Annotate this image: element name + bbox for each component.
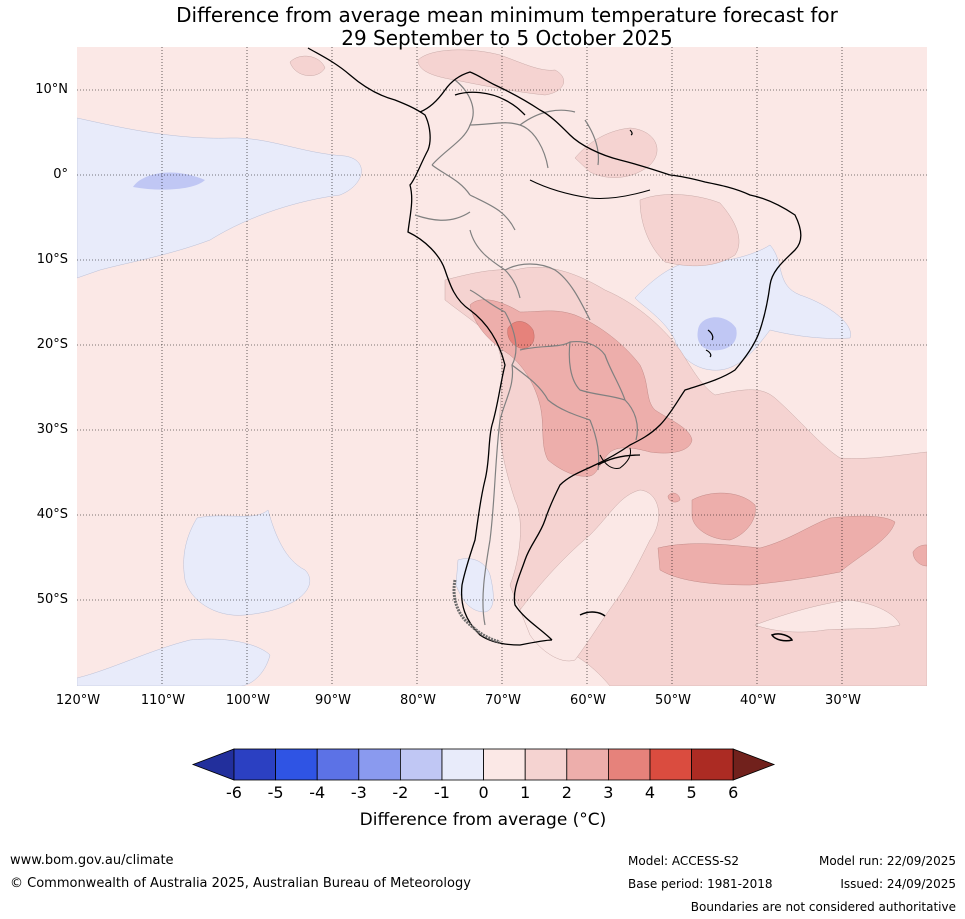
colorbar-swatch [691,748,734,781]
colorbar-min-extension [191,748,235,781]
warm-anomaly-east-edge [912,544,927,567]
colorbar-tick-label: 6 [728,783,739,802]
longitude-label: 110°W [140,693,186,708]
colorbar-tick-label: -5 [267,783,284,802]
country-borders [414,79,638,626]
colorbar-swatch [608,748,651,781]
colorbar-swatch [566,748,609,781]
longitude-label: 60°W [570,693,606,708]
cool-anomaly-equatorial-core [133,172,205,190]
latitude-label: 50°S [36,592,68,607]
colorbar-tick-label: 0 [478,783,489,802]
warm-anomaly-southern-light-band [754,599,901,633]
colorbar-tick-label: 2 [561,783,572,802]
latitude-label: 10°S [36,252,68,267]
colorbar-swatch [483,748,526,781]
colorbar-tick-label: -4 [309,783,326,802]
colorbar-max-extension [732,748,776,781]
longitude-label: 90°W [315,693,351,708]
boundaries-disclaimer: Boundaries are not considered authoritat… [690,900,956,914]
latitude-label: 40°S [36,507,68,522]
copyright-text: © Commonwealth of Australia 2025, Austra… [10,876,471,891]
colorbar-swatch [316,748,360,781]
colorbar-tick-label: -2 [392,783,409,802]
latitude-label: 30°S [36,422,68,437]
colorbar-tick-label: -3 [350,783,367,802]
latitude-label: 0° [53,167,68,182]
colorbar-swatch [524,748,568,781]
colorbar-tick-label: -1 [434,783,450,802]
cool-anomaly-brazil-core [697,317,737,351]
warm-anomaly-central-america-patch [289,55,326,76]
longitude-label: 100°W [225,693,271,708]
cool-anomaly-brazil [634,244,851,371]
base-period-text: Base period: 1981-2018 [628,877,773,891]
model-run-text: Model run: 22/09/2025 [818,854,956,868]
colorbar-tick-label: 4 [644,783,656,802]
colorbar-tick-label: 5 [686,783,697,802]
website-link[interactable]: www.bom.gov.au/climate [10,853,174,868]
colorbar [191,748,776,781]
longitude-label: 40°W [740,693,776,708]
colorbar-swatch [275,748,318,781]
longitude-label: 30°W [825,693,861,708]
warm-anomaly-amazon [639,194,740,267]
longitude-label: 80°W [400,693,436,708]
warm-anomaly-south-atlantic-band [657,515,896,586]
issued-text: Issued: 24/09/2025 [840,877,956,891]
map-title-line-1: Difference from average mean minimum tem… [176,3,838,27]
cool-anomaly-southwest-pacific [77,638,271,686]
warm-anomaly-light-tongue [519,489,659,662]
map-title-line-2: 29 September to 5 October 2025 [341,26,673,50]
latitude-label: 20°S [36,337,68,352]
warm-anomaly-south-atlantic-mid [691,492,756,541]
cool-anomaly-southeast-pacific [183,509,310,616]
warm-anomaly-bolivia-core [507,321,535,349]
colorbar-swatch [441,748,484,781]
colorbar-swatch [358,748,401,781]
colorbar-tick-label: 3 [603,783,614,802]
latitude-label: 10°N [35,82,68,97]
warm-anomaly-south-atlantic-small [667,492,681,503]
colorbar-tick-label: 1 [520,783,531,802]
colorbar-tick-label: -6 [226,783,242,802]
colorbar-label: Difference from average (°C) [359,810,607,830]
longitude-label: 70°W [485,693,521,708]
cool-anomaly-equatorial-pacific [77,117,362,279]
colorbar-swatch [233,748,276,781]
longitude-label: 50°W [655,693,691,708]
map-title: Difference from average mean minimum tem… [0,4,965,50]
colorbar-swatch [649,748,692,781]
model-text: Model: ACCESS-S2 [628,854,740,868]
longitude-label: 120°W [55,693,101,708]
coastlines [307,47,802,646]
colorbar-swatch [399,748,443,781]
